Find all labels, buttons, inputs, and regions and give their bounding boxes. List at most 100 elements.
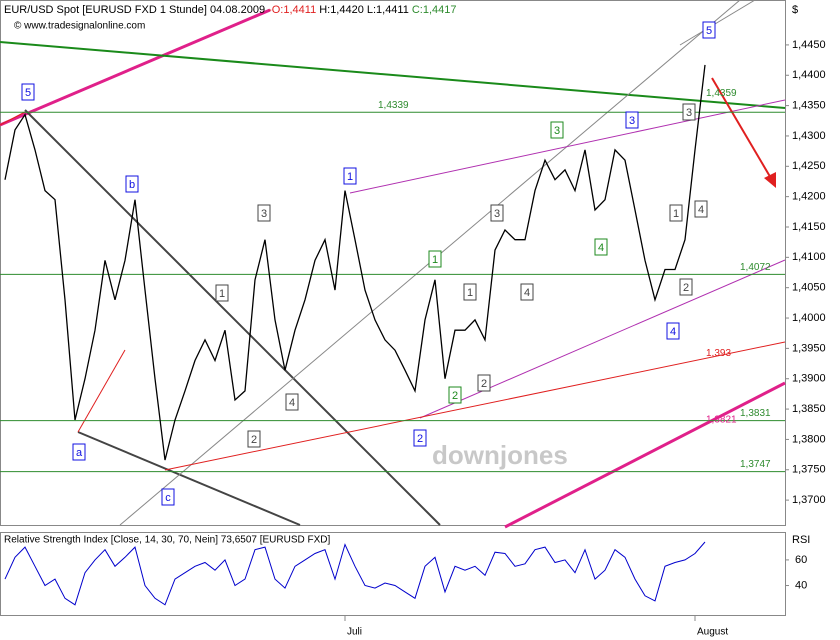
y-tick-label: 1,3800 xyxy=(792,433,826,445)
wave-box xyxy=(72,443,86,461)
wave-label: 3 xyxy=(261,208,267,220)
wave-label: 1 xyxy=(432,254,438,266)
y-tick-label: 1,4000 xyxy=(792,312,826,324)
wave-label: 1 xyxy=(673,208,679,220)
price-panel xyxy=(0,0,786,526)
wave-label: 5 xyxy=(706,25,712,37)
wave-label: 5 xyxy=(25,87,31,99)
wave-box xyxy=(21,83,35,101)
price-line xyxy=(4,64,706,461)
x-tick-label: Juli xyxy=(347,627,362,638)
x-tick-label: August xyxy=(697,627,728,638)
wave-box xyxy=(448,386,462,404)
gray-channel xyxy=(679,0,756,46)
y-tick-label: 1,4050 xyxy=(792,282,826,294)
wave-label: 3 xyxy=(554,125,560,137)
wave-label: 4 xyxy=(698,204,704,216)
ohlc: -O:1,4411 xyxy=(268,4,316,16)
y-tick-label: 60 xyxy=(795,554,807,566)
dark-trend xyxy=(77,431,301,526)
wave-box xyxy=(490,204,504,222)
level-label: 1,4339 xyxy=(378,100,409,111)
wave-label: 4 xyxy=(524,287,530,299)
y-tick-label: 1,4250 xyxy=(792,160,826,172)
wave-box xyxy=(666,322,680,340)
wave-box xyxy=(477,374,491,392)
wave-label: 4 xyxy=(289,397,295,409)
y-tick-label: 1,4150 xyxy=(792,221,826,233)
level-label: 1,3747 xyxy=(740,459,771,470)
y-tick-label: 1,4100 xyxy=(792,251,826,263)
pink-trend xyxy=(0,8,271,127)
wave-box xyxy=(413,429,427,447)
level-label: 1,4072 xyxy=(740,262,771,273)
wave-box xyxy=(702,21,716,39)
y-tick-label: 1,4300 xyxy=(792,130,826,142)
green-trend xyxy=(0,41,786,109)
level-label: 1,4359 xyxy=(706,88,737,99)
wave-label: 2 xyxy=(683,282,689,294)
header: EUR/USD Spot [EURUSD FXD 1 Stunde] 04.08… xyxy=(4,4,457,16)
wave-label: 2 xyxy=(452,390,458,402)
rsi-label: RSI xyxy=(792,534,810,546)
wave-label: b xyxy=(129,179,135,191)
y-tick-label: 1,4200 xyxy=(792,191,826,203)
wave-box xyxy=(215,284,229,302)
wave-box xyxy=(625,111,639,129)
wave-box xyxy=(257,204,271,222)
wave-box xyxy=(463,283,477,301)
level-label: 1,393 xyxy=(706,348,731,359)
wave-label: 1 xyxy=(219,288,225,300)
wave-label: 3 xyxy=(629,115,635,127)
wave-box xyxy=(125,175,139,193)
dark-trend xyxy=(24,109,441,526)
wave-box xyxy=(679,278,693,296)
ohlc: C:1,4417 xyxy=(412,4,457,16)
y-tick-label: 1,4350 xyxy=(792,100,826,112)
wave-box xyxy=(285,393,299,411)
wave-box xyxy=(520,283,534,301)
watermark: downjones xyxy=(432,440,568,470)
pink-trend xyxy=(504,381,786,529)
purple-trend xyxy=(419,259,786,419)
unit: $ xyxy=(792,4,798,16)
wave-label: 3 xyxy=(686,107,692,119)
ohlc: L:1,4411 xyxy=(367,4,409,16)
ohlc: H:1,4420 xyxy=(319,4,364,16)
y-tick-label: 1,3850 xyxy=(792,403,826,415)
wave-box xyxy=(594,238,608,256)
wave-label: a xyxy=(76,447,83,459)
wave-label: 2 xyxy=(481,378,487,390)
wave-box xyxy=(428,250,442,268)
y-tick-label: 1,3900 xyxy=(792,373,826,385)
wave-label: 1 xyxy=(347,171,353,183)
wave-label: 2 xyxy=(251,434,257,446)
wave-label: 2 xyxy=(417,433,423,445)
header-title: EUR/USD Spot [EURUSD FXD 1 Stunde] 04.08… xyxy=(4,4,265,16)
wave-label: 1 xyxy=(467,287,473,299)
y-tick-label: 1,4450 xyxy=(792,39,826,51)
y-tick-label: 1,3750 xyxy=(792,464,826,476)
source: © www.tradesignalonline.com xyxy=(14,21,145,32)
red-trend xyxy=(0,111,26,126)
red-trend xyxy=(164,341,786,471)
wave-label: c xyxy=(165,492,171,504)
rsi-title: Relative Strength Index [Close, 14, 30, … xyxy=(4,535,331,546)
level-label: 1,3831 xyxy=(740,408,771,419)
rsi-line xyxy=(4,541,706,606)
purple-trend xyxy=(349,99,786,194)
level-label: 1,3821 xyxy=(706,414,737,425)
y-tick-label: 1,3950 xyxy=(792,342,826,354)
wave-label: 3 xyxy=(494,208,500,220)
wave-box xyxy=(669,204,683,222)
red-trend xyxy=(77,349,126,433)
y-tick-label: 40 xyxy=(795,579,807,591)
wave-label: 4 xyxy=(670,326,676,338)
y-tick-label: 1,3700 xyxy=(792,494,826,506)
arrow-head xyxy=(764,172,776,188)
wave-box xyxy=(161,488,175,506)
wave-box xyxy=(550,121,564,139)
wave-box xyxy=(247,430,261,448)
y-tick-label: 1,4400 xyxy=(792,69,826,81)
